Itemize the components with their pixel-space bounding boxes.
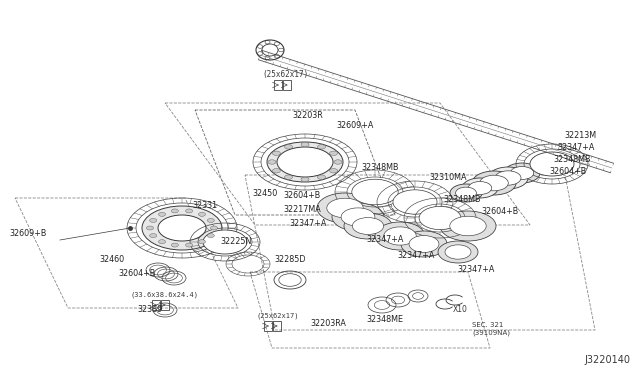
Ellipse shape [198, 212, 205, 216]
Text: 32217MA: 32217MA [283, 205, 321, 215]
Ellipse shape [409, 235, 439, 253]
Ellipse shape [450, 184, 482, 202]
Ellipse shape [186, 243, 193, 247]
Text: 32331: 32331 [193, 202, 218, 211]
Ellipse shape [207, 234, 214, 238]
Text: X10: X10 [452, 305, 467, 314]
Text: 32604+B: 32604+B [481, 208, 518, 217]
Text: 32348MB: 32348MB [444, 196, 481, 205]
Ellipse shape [203, 230, 247, 254]
Ellipse shape [301, 142, 309, 147]
Text: SEC. 321
(39109NA): SEC. 321 (39109NA) [472, 322, 510, 336]
Ellipse shape [285, 175, 292, 179]
Ellipse shape [334, 160, 342, 164]
Ellipse shape [401, 231, 447, 257]
Ellipse shape [198, 240, 205, 244]
Ellipse shape [186, 209, 193, 213]
Ellipse shape [158, 215, 206, 241]
Ellipse shape [495, 171, 521, 185]
Ellipse shape [317, 193, 373, 223]
Ellipse shape [468, 182, 492, 195]
Text: 32203R: 32203R [292, 110, 323, 119]
Ellipse shape [384, 227, 416, 245]
Text: 32347+A: 32347+A [397, 251, 435, 260]
Ellipse shape [438, 241, 478, 263]
Text: 32604+B: 32604+B [118, 269, 156, 279]
Text: 32348MB: 32348MB [361, 164, 399, 173]
Ellipse shape [330, 169, 337, 173]
Ellipse shape [472, 171, 516, 195]
Ellipse shape [327, 198, 364, 218]
Ellipse shape [207, 218, 214, 222]
Text: 32339: 32339 [138, 305, 163, 314]
Ellipse shape [440, 211, 496, 241]
Text: 32604+B: 32604+B [284, 190, 321, 199]
Ellipse shape [530, 152, 574, 176]
Text: 32348ME: 32348ME [367, 315, 403, 324]
Ellipse shape [301, 177, 309, 182]
Text: 32347+A: 32347+A [557, 144, 595, 153]
Ellipse shape [445, 245, 471, 259]
Text: 32213M: 32213M [564, 131, 596, 141]
Ellipse shape [462, 178, 498, 198]
Text: 32604+B: 32604+B [549, 167, 587, 176]
Ellipse shape [172, 209, 179, 213]
Ellipse shape [150, 234, 157, 238]
Text: 32460: 32460 [99, 256, 125, 264]
Ellipse shape [488, 167, 528, 189]
Text: 32203RA: 32203RA [310, 320, 346, 328]
Ellipse shape [510, 167, 534, 180]
Text: 32285D: 32285D [275, 256, 306, 264]
Ellipse shape [285, 145, 292, 149]
Ellipse shape [344, 213, 392, 239]
Ellipse shape [273, 151, 280, 155]
Ellipse shape [352, 179, 398, 205]
Ellipse shape [273, 169, 280, 173]
Text: (25x62x17): (25x62x17) [262, 70, 308, 78]
Ellipse shape [504, 163, 540, 183]
Ellipse shape [267, 142, 343, 182]
Ellipse shape [341, 208, 375, 226]
Ellipse shape [159, 212, 166, 216]
Ellipse shape [332, 203, 384, 231]
Text: 32348MB: 32348MB [553, 155, 591, 164]
Ellipse shape [456, 187, 476, 199]
Ellipse shape [268, 160, 276, 164]
Ellipse shape [450, 216, 486, 236]
Text: 32347+A: 32347+A [289, 219, 326, 228]
Text: 32609+A: 32609+A [336, 121, 374, 129]
Ellipse shape [330, 151, 337, 155]
Text: 32310MA: 32310MA [429, 173, 467, 182]
Text: 32225N: 32225N [220, 237, 252, 247]
Ellipse shape [419, 206, 461, 230]
Ellipse shape [159, 240, 166, 244]
Ellipse shape [150, 218, 157, 222]
Ellipse shape [317, 145, 326, 149]
Text: 32347+A: 32347+A [366, 235, 404, 244]
Ellipse shape [277, 147, 333, 177]
Text: J3220140: J3220140 [584, 355, 630, 365]
Text: 32347+A: 32347+A [458, 266, 495, 275]
Ellipse shape [353, 218, 383, 234]
Ellipse shape [142, 206, 222, 250]
Ellipse shape [375, 222, 425, 250]
Text: 32609+B: 32609+B [10, 230, 47, 238]
Ellipse shape [147, 226, 154, 230]
Ellipse shape [211, 226, 218, 230]
Ellipse shape [480, 175, 508, 191]
Text: (33.6x38.6x24.4): (33.6x38.6x24.4) [131, 292, 199, 298]
Text: 32450: 32450 [252, 189, 278, 198]
Ellipse shape [172, 243, 179, 247]
Text: (25x62x17): (25x62x17) [257, 313, 300, 319]
Ellipse shape [317, 175, 326, 179]
Ellipse shape [393, 190, 437, 214]
